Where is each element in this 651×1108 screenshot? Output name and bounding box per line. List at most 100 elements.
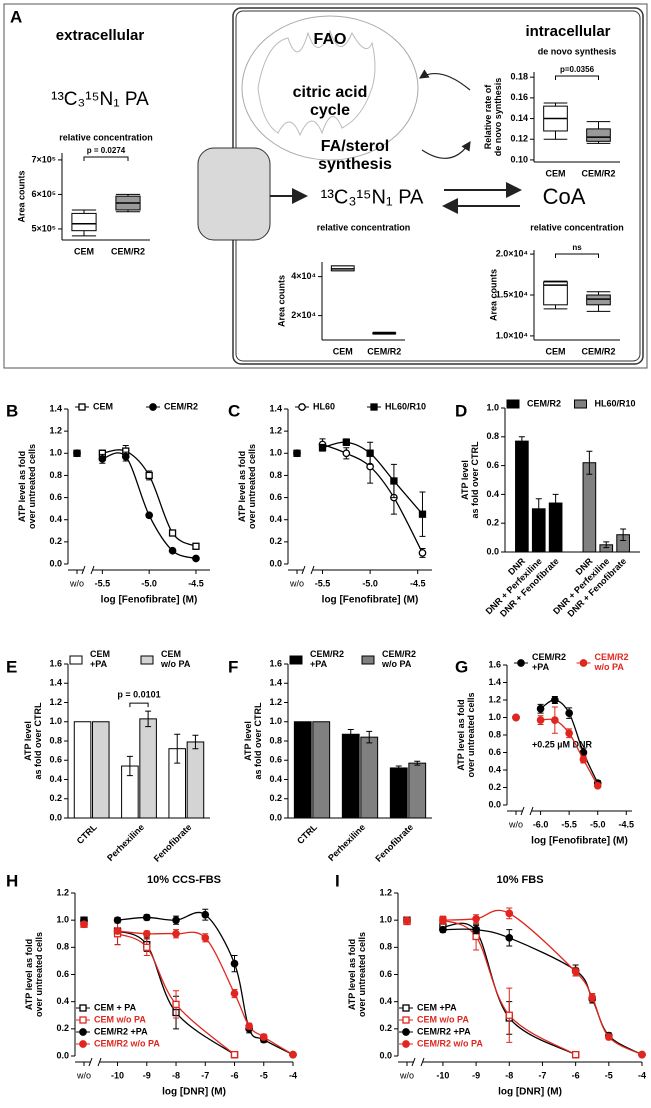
y-axis-label: ATP levelas fold over CTRL — [460, 441, 480, 519]
y-tick-label: 0.12 — [510, 134, 528, 144]
legend-label: HL60/R10 — [385, 401, 426, 411]
y-tick-label: 0.8 — [488, 729, 501, 739]
y-tick-label: 0.6 — [49, 492, 62, 502]
legend-label: HL60 — [313, 401, 335, 411]
axis-break — [301, 565, 315, 575]
legend-label: CEM w/o PA — [417, 1014, 469, 1024]
y-tick-label: 1.0 — [488, 712, 501, 722]
x-tick-label: CEM/R2 — [367, 346, 401, 356]
x-tick-label: Perhexiline — [326, 822, 367, 863]
error-bar — [174, 733, 181, 764]
error-bar — [535, 498, 542, 520]
marker — [289, 1050, 297, 1059]
y-tick-label: 0.8 — [486, 431, 499, 441]
y-axis-label: ATP level as foldover untreated cells — [24, 932, 44, 1017]
bar — [139, 718, 157, 819]
marker — [536, 716, 545, 724]
transporter — [197, 147, 271, 241]
legend-swatch — [506, 399, 520, 409]
significance-bracket — [555, 75, 599, 80]
legend-label: CEM — [93, 401, 113, 411]
y-tick-label: 0.6 — [488, 747, 501, 757]
marker — [579, 659, 588, 667]
marker — [551, 696, 559, 704]
marker — [403, 916, 411, 925]
bar — [73, 721, 92, 819]
y-tick-label: 1.4 — [488, 677, 501, 687]
y-tick-label: 0.8 — [379, 942, 392, 952]
y-tick-label: 1.2 — [379, 887, 392, 897]
y-tick-label: 0.0 — [49, 812, 62, 822]
marker — [192, 554, 200, 563]
chart-title: 10% CCS-FBS — [147, 874, 221, 886]
marker — [79, 1004, 87, 1012]
legend-label: CEM/R2 +PA — [310, 649, 344, 669]
y-axis-label: ATP level as foldover untreated cells — [347, 932, 367, 1017]
metabolite-label: CoA — [543, 184, 586, 209]
fit-curve — [117, 930, 235, 1056]
marker — [472, 914, 480, 923]
marker — [366, 449, 374, 457]
y-tick-label: 1.0 — [269, 448, 282, 458]
chart-title: relative concentration — [317, 222, 411, 232]
x-tick-label: -9 — [143, 1070, 151, 1080]
legend-label: CEM/R2 w/o PA — [417, 1038, 483, 1048]
y-tick-label: 1.2 — [49, 697, 62, 707]
x-tick-label: Fenofibrate — [373, 822, 415, 864]
y-tick-label: 1.0 — [269, 716, 282, 726]
marker — [604, 1033, 613, 1041]
y-tick-label: 1.2 — [269, 426, 282, 436]
y-tick-label: 2×10⁴ — [291, 310, 316, 320]
fit-curve — [442, 919, 576, 1056]
marker — [172, 1000, 180, 1009]
axis-break — [81, 565, 95, 575]
x-axis-label: log [Fenofibrate] (M) — [322, 595, 419, 606]
y-axis-label: Relative rate ofde novo synthesis — [483, 78, 503, 157]
error-bar — [603, 541, 610, 549]
marker — [517, 659, 525, 667]
marker — [551, 716, 559, 724]
x-tick-label: -6 — [231, 1070, 239, 1080]
marker — [390, 477, 398, 485]
y-tick-label: 1.2 — [56, 887, 69, 897]
marker — [98, 454, 107, 463]
bar — [186, 741, 205, 819]
legend-label: CEM/R2 w/o PA — [594, 652, 629, 672]
marker — [579, 755, 588, 764]
marker — [402, 1040, 410, 1048]
x-tick-label: -5.5 — [561, 819, 577, 829]
axis-break — [88, 1057, 102, 1067]
legend-swatch — [140, 655, 154, 665]
y-tick-label: 1.4 — [49, 678, 62, 688]
y-tick-label: 0.0 — [56, 1050, 69, 1060]
legend-label: CEM/R2 +PA — [532, 652, 566, 672]
x-tick-label: -4.5 — [619, 819, 635, 829]
error-bar — [145, 710, 152, 728]
marker — [168, 546, 177, 555]
marker — [145, 511, 154, 520]
marker — [79, 1016, 87, 1024]
marker — [512, 713, 520, 722]
marker — [80, 920, 88, 929]
error-bar — [518, 436, 525, 446]
cristae — [257, 29, 376, 137]
tracer-label: ¹³C₃¹⁵N₁ PA — [321, 186, 424, 208]
x-tick-label: -4.5 — [188, 578, 204, 588]
marker — [402, 1028, 410, 1036]
marker — [418, 549, 427, 557]
panel-label: G — [455, 657, 468, 676]
error-bar — [620, 528, 627, 541]
axis-break — [520, 806, 534, 816]
x-tick-label: -4 — [289, 1070, 297, 1080]
y-tick-label: 1.0 — [49, 448, 62, 458]
x-axis-label: log [Fenofibrate] (M) — [101, 595, 198, 606]
y-tick-label: 0.6 — [379, 969, 392, 979]
y-tick-label: 0.8 — [49, 735, 62, 745]
box — [586, 128, 611, 142]
y-tick-label: 0.4 — [486, 489, 499, 499]
y-axis-label: Area counts — [16, 170, 26, 222]
bar — [408, 762, 427, 819]
x-tick-label: Fenofibrate — [152, 822, 194, 864]
y-tick-label: 1.0 — [379, 915, 392, 925]
marker — [143, 943, 151, 951]
